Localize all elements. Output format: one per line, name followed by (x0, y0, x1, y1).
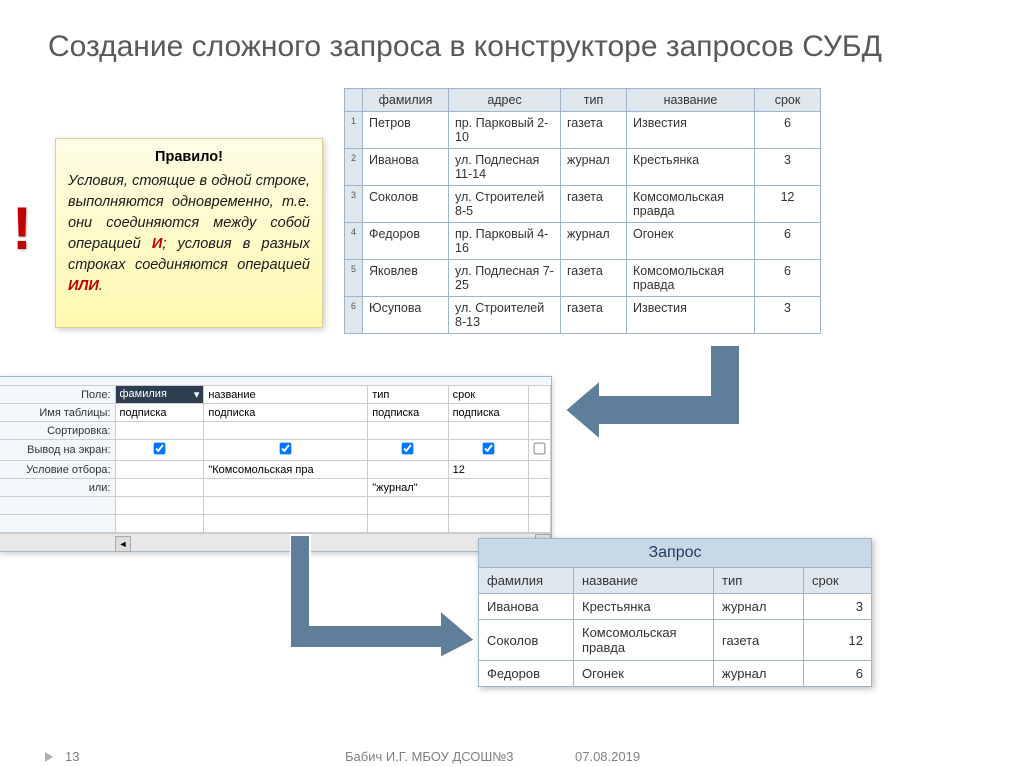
designer-table-cell[interactable]: подписка (448, 404, 528, 422)
result-title: Запрос (479, 539, 872, 568)
table-row: 6Юсуповаул. Строителей 8-13газетаИзвести… (345, 297, 821, 334)
designer-table-cell[interactable]: подписка (204, 404, 368, 422)
designer-row-label: Условие отбора: (0, 461, 115, 479)
criteria-cell[interactable] (368, 461, 448, 479)
or-cell[interactable] (448, 479, 528, 497)
result-row: СоколовКомсомольская правдагазета12 (479, 620, 872, 661)
show-checkbox[interactable] (448, 440, 528, 461)
or-cell[interactable]: "журнал" (368, 479, 448, 497)
rule-note: Правило! Условия, стоящие в одной строке… (55, 138, 323, 328)
scroll-left-icon[interactable]: ◄ (115, 536, 131, 552)
designer-row-label: Сортировка: (0, 422, 115, 440)
exclamation-icon: ! (12, 205, 52, 285)
table-row: 5Яковлевул. Подлесная 7-25газетаКомсомол… (345, 260, 821, 297)
or-cell[interactable] (115, 479, 204, 497)
criteria-cell[interactable] (115, 461, 204, 479)
query-designer: Поле: фамилия ▾ название тип срок Имя та… (0, 376, 552, 552)
designer-grid: Поле: фамилия ▾ название тип срок Имя та… (0, 385, 551, 533)
designer-row-label: Вывод на экран: (0, 440, 115, 461)
designer-table-cell[interactable]: подписка (368, 404, 448, 422)
designer-field-cell[interactable]: название (204, 386, 368, 404)
show-checkbox[interactable] (368, 440, 448, 461)
table-row: 3Соколовул. Строителей 8-5газетаКомсомол… (345, 186, 821, 223)
designer-field-cell[interactable]: фамилия ▾ (115, 386, 204, 404)
or-cell[interactable] (204, 479, 368, 497)
result-row: ИвановаКрестьянкажурнал3 (479, 594, 872, 620)
show-checkbox[interactable] (115, 440, 204, 461)
source-data-table: фамилия адрес тип название срок 1Петровп… (344, 88, 821, 334)
criteria-cell[interactable]: "Комсомольская пра (204, 461, 368, 479)
table-header-row: фамилия адрес тип название срок (345, 89, 821, 112)
designer-field-cell[interactable]: тип (368, 386, 448, 404)
footer-author: Бабич И.Г. МБОУ ДСОШ№3 (345, 749, 514, 764)
rule-body: Условия, стоящие в одной строке, выполня… (68, 171, 310, 297)
designer-row-label: Поле: (0, 386, 115, 404)
result-row: ФедоровОгонекжурнал6 (479, 661, 872, 687)
designer-table-cell[interactable]: подписка (115, 404, 204, 422)
rule-heading: Правило! (68, 149, 310, 165)
page-number: 13 (65, 749, 79, 764)
footer-date: 07.08.2019 (575, 749, 640, 764)
table-row: 4Федоровпр. Парковый 4-16журналОгонек6 (345, 223, 821, 260)
designer-row-label: Имя таблицы: (0, 404, 115, 422)
table-row: 2Ивановаул. Подлесная 11-14журналКрестья… (345, 149, 821, 186)
designer-row-label: или: (0, 479, 115, 497)
query-result-table: Запрос фамилия название тип срок Иванова… (478, 538, 872, 687)
footer-marker-icon (45, 752, 53, 762)
result-header-row: фамилия название тип срок (479, 568, 872, 594)
table-row: 1Петровпр. Парковый 2-10газетаИзвестия6 (345, 112, 821, 149)
show-checkbox[interactable] (204, 440, 368, 461)
slide-title: Создание сложного запроса в конструкторе… (48, 28, 882, 66)
designer-field-cell[interactable]: срок (448, 386, 528, 404)
arrow-icon (290, 530, 490, 660)
arrow-icon (560, 340, 760, 460)
criteria-cell[interactable]: 12 (448, 461, 528, 479)
